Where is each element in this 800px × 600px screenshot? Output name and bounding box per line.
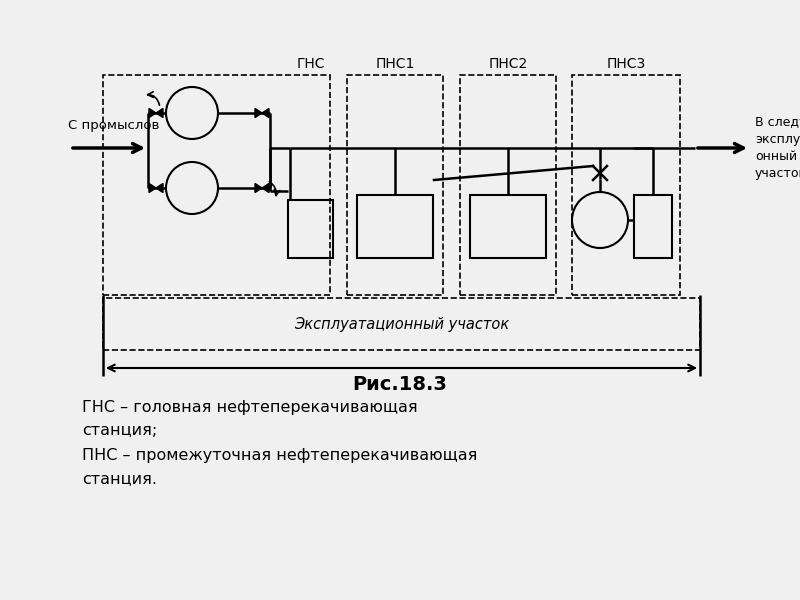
Text: Рис.18.3: Рис.18.3 xyxy=(353,375,447,394)
Text: ГНС – головная нефтеперекачивающая: ГНС – головная нефтеперекачивающая xyxy=(82,400,418,415)
Text: В следующий
эксплутаци-
онный
участок: В следующий эксплутаци- онный участок xyxy=(755,116,800,180)
Bar xyxy=(634,195,672,258)
Text: ПНС3: ПНС3 xyxy=(606,57,646,71)
Bar xyxy=(103,298,700,350)
Polygon shape xyxy=(255,184,262,193)
Polygon shape xyxy=(149,109,156,118)
Bar xyxy=(460,75,556,295)
Bar xyxy=(572,75,680,295)
Polygon shape xyxy=(149,184,156,193)
Text: станция.: станция. xyxy=(82,471,157,486)
Polygon shape xyxy=(262,109,269,118)
Bar xyxy=(347,75,443,295)
Polygon shape xyxy=(255,109,262,118)
Polygon shape xyxy=(262,184,269,193)
Text: ПНС2: ПНС2 xyxy=(488,57,528,71)
Bar xyxy=(288,200,333,258)
Bar xyxy=(470,195,546,258)
Text: станция;: станция; xyxy=(82,423,158,438)
Text: Эксплуатационный участок: Эксплуатационный участок xyxy=(294,317,509,331)
Text: ПНС1: ПНС1 xyxy=(375,57,414,71)
Text: С промыслов: С промыслов xyxy=(68,119,159,132)
Bar xyxy=(103,75,330,295)
Bar xyxy=(357,195,433,258)
Polygon shape xyxy=(156,109,163,118)
Text: ПНС – промежуточная нефтеперекачивающая: ПНС – промежуточная нефтеперекачивающая xyxy=(82,448,478,463)
Polygon shape xyxy=(156,184,163,193)
Text: ГНС: ГНС xyxy=(297,57,325,71)
